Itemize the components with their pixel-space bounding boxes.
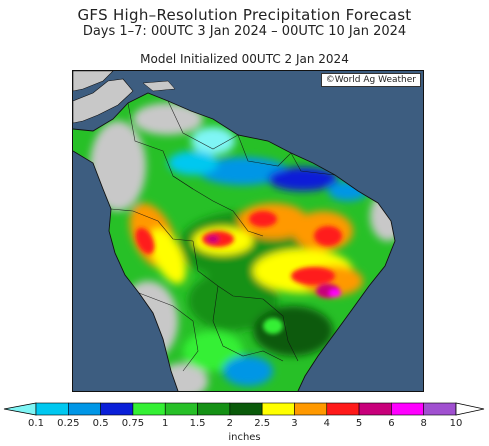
- model-init-time: Model Initialized 00UTC 2 Jan 2024: [140, 52, 349, 66]
- legend-tick-label: 6: [388, 418, 395, 429]
- legend-swatch: [391, 402, 424, 416]
- legend-swatch: [164, 402, 198, 416]
- legend-tick-label: 0.75: [121, 418, 145, 429]
- legend-tick-label: 1.5: [189, 418, 206, 429]
- legend-units: inches: [228, 432, 261, 443]
- forecast-period: Days 1–7: 00UTC 3 Jan 2024 – 00UTC 10 Ja…: [82, 24, 407, 39]
- legend-over-triangle: [455, 402, 485, 416]
- legend-tick-label: 0.25: [57, 418, 80, 429]
- legend-tick-label: 8: [420, 418, 427, 429]
- legend-under-triangle: [3, 402, 37, 416]
- legend-swatch: [326, 402, 360, 416]
- legend-tick-label: 0.1: [28, 418, 44, 429]
- legend-swatch: [229, 402, 263, 416]
- precipitation-map: ©World Ag Weather: [72, 70, 424, 392]
- legend-tick-label: 4: [323, 418, 330, 429]
- map-title: GFS High–Resolution Precipitation Foreca…: [77, 6, 412, 24]
- credit-label: ©World Ag Weather: [320, 73, 421, 87]
- legend-swatch: [132, 402, 166, 416]
- legend-swatch: [100, 402, 134, 416]
- legend-tick-label: 1: [162, 418, 169, 429]
- legend-tick-label: 10: [449, 418, 463, 429]
- legend-swatch: [261, 402, 295, 416]
- legend-tick-label: 2.5: [254, 418, 271, 429]
- legend-tick-label: 5: [355, 418, 363, 429]
- legend-colorbar: [3, 402, 485, 416]
- legend-tick-label: 0.5: [92, 418, 109, 429]
- legend-swatch: [423, 402, 457, 416]
- legend-swatch: [68, 402, 101, 416]
- legend-tick-label: 2: [226, 418, 234, 429]
- legend-swatch: [294, 402, 328, 416]
- legend-swatch: [197, 402, 231, 416]
- country-borders: [110, 100, 336, 372]
- central-america-land: [73, 78, 134, 124]
- map-graphic: [73, 71, 423, 391]
- legend-swatch: [35, 402, 69, 416]
- legend-swatch: [358, 402, 392, 416]
- legend-tick-label: 3: [291, 418, 298, 429]
